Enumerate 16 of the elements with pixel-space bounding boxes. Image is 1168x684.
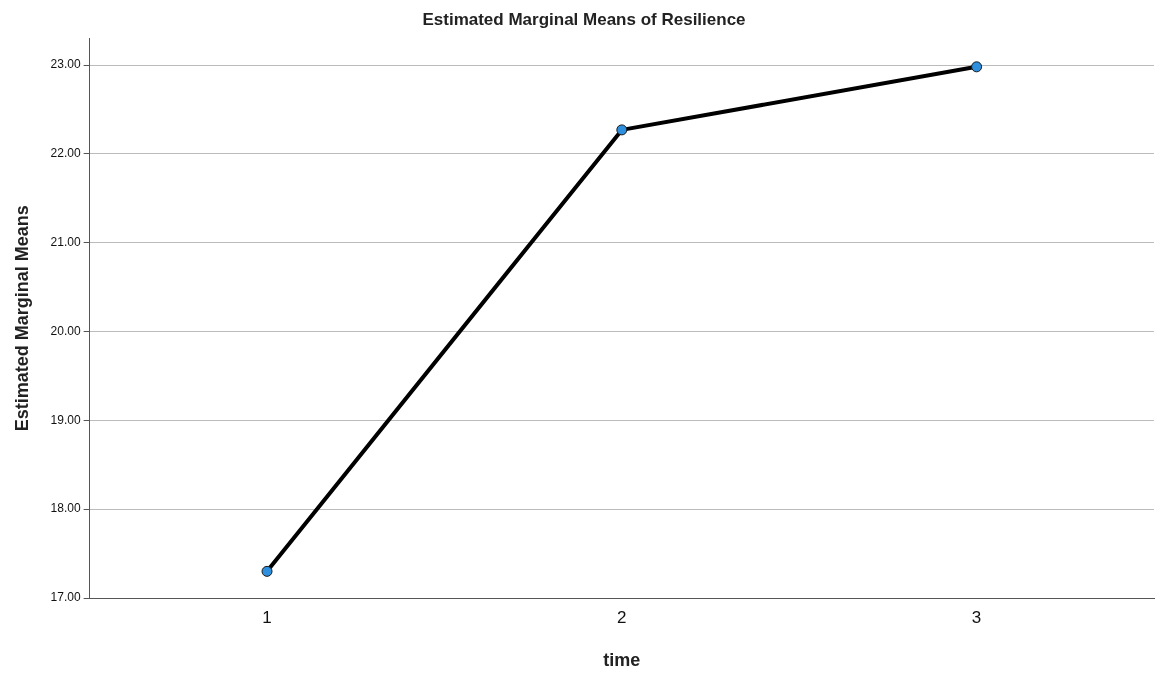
x-axis-title: time (603, 650, 641, 671)
y-tick-label: 23.00 (50, 57, 81, 72)
y-tick-label: 18.00 (50, 501, 81, 516)
point (971, 61, 983, 73)
y-tick-label: 19.00 (50, 412, 81, 427)
x-tick-label: 2 (617, 607, 627, 627)
y-tick-label: 22.00 (50, 146, 81, 161)
y-axis-title: Estimated Marginal Means (11, 205, 32, 432)
y-tick-label: 20.00 (50, 323, 81, 338)
point (261, 565, 273, 577)
x-tick-label: 3 (971, 607, 982, 627)
point (616, 124, 628, 136)
x-tick-label: 1 (262, 607, 272, 627)
y-tick-label: 21.00 (50, 235, 81, 250)
chart-title: Estimated Marginal Means of Resilience (422, 9, 746, 29)
y-tick-label: 17.00 (50, 590, 81, 605)
